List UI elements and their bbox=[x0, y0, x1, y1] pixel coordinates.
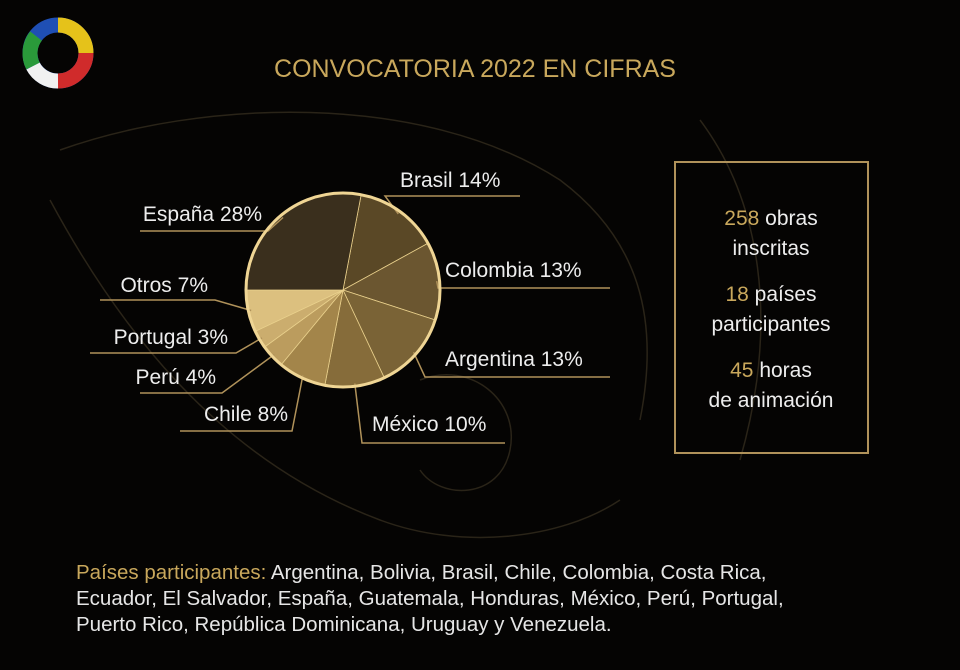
value-label: 10% bbox=[444, 413, 486, 436]
value-label: 13% bbox=[541, 348, 583, 371]
stat-text: obras bbox=[765, 207, 818, 230]
leader-line bbox=[383, 195, 520, 215]
leader-line bbox=[180, 374, 304, 432]
stat-line: inscritas bbox=[732, 237, 809, 260]
stat-number: 18 bbox=[725, 283, 748, 306]
category-name: Colombia bbox=[445, 259, 534, 282]
stat-number: 45 bbox=[730, 359, 753, 382]
footer-text: Puerto Rico, República Dominicana, Urugu… bbox=[76, 613, 612, 636]
footer: Países participantes: Argentina, Bolivia… bbox=[76, 560, 936, 638]
stat-text: horas bbox=[759, 359, 812, 382]
footer-line: Países participantes: Argentina, Bolivia… bbox=[76, 560, 936, 586]
category-name: Perú bbox=[135, 366, 179, 389]
slice-label: México 10% bbox=[372, 413, 486, 436]
category-name: España bbox=[143, 203, 215, 226]
slice-label: Brasil 14% bbox=[400, 169, 500, 192]
footer-text: Ecuador, El Salvador, España, Guatemala,… bbox=[76, 587, 784, 610]
stat-line: 45 horas bbox=[730, 359, 812, 382]
stat-line: de animación bbox=[709, 389, 834, 412]
stats-box bbox=[674, 161, 869, 454]
stat-text: de animación bbox=[709, 389, 834, 412]
value-label: 13% bbox=[540, 259, 582, 282]
leader-line bbox=[100, 299, 252, 312]
slice-label: Colombia 13% bbox=[445, 259, 582, 282]
logo bbox=[22, 17, 94, 89]
stat-text: países bbox=[755, 283, 817, 306]
leader-line bbox=[412, 351, 610, 378]
category-name: Chile bbox=[204, 403, 252, 426]
footer-line: Ecuador, El Salvador, España, Guatemala,… bbox=[76, 586, 936, 612]
value-label: 7% bbox=[178, 274, 208, 297]
slice-label: Portugal 3% bbox=[114, 326, 228, 349]
stat-line: 18 países bbox=[725, 283, 816, 306]
slice-label: España 28% bbox=[143, 203, 262, 226]
stat-text: inscritas bbox=[732, 237, 809, 260]
chart-title: CONVOCATORIA 2022 EN CIFRAS bbox=[274, 55, 676, 83]
leader-line bbox=[435, 281, 610, 289]
category-name: México bbox=[372, 413, 439, 436]
footer-line: Puerto Rico, República Dominicana, Urugu… bbox=[76, 612, 936, 638]
stat-text: participantes bbox=[711, 313, 830, 336]
stat-line: participantes bbox=[711, 313, 830, 336]
leader-line bbox=[354, 383, 505, 444]
value-label: 8% bbox=[258, 403, 288, 426]
category-name: Portugal bbox=[114, 326, 192, 349]
footer-label: Países participantes: bbox=[76, 561, 267, 584]
value-label: 28% bbox=[220, 203, 262, 226]
stat-number: 258 bbox=[724, 207, 759, 230]
value-label: 14% bbox=[458, 169, 500, 192]
slice-label: Chile 8% bbox=[204, 403, 288, 426]
value-label: 3% bbox=[198, 326, 228, 349]
leader-line bbox=[90, 337, 263, 354]
footer-text: Argentina, Bolivia, Brasil, Chile, Colom… bbox=[270, 561, 767, 584]
slice-label: Argentina 13% bbox=[445, 348, 583, 371]
slice-label: Otros 7% bbox=[120, 274, 208, 297]
category-name: Brasil bbox=[400, 169, 453, 192]
category-name: Argentina bbox=[445, 348, 535, 371]
pie-border bbox=[244, 191, 442, 389]
leader-line bbox=[140, 353, 275, 394]
value-label: 4% bbox=[186, 366, 216, 389]
leader-line bbox=[140, 216, 284, 232]
category-name: Otros bbox=[120, 274, 171, 297]
pie-slice bbox=[245, 192, 362, 291]
slice-label: Perú 4% bbox=[135, 366, 216, 389]
stat-line: 258 obras bbox=[724, 207, 817, 230]
